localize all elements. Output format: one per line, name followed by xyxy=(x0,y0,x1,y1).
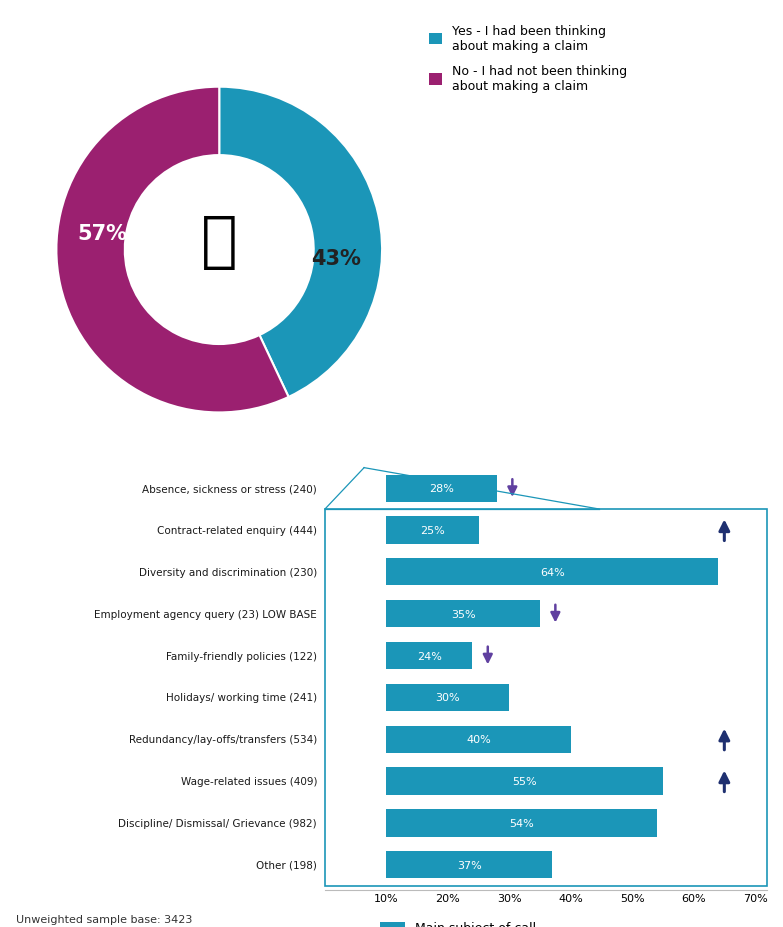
Text: Diversity and discrimination (230): Diversity and discrimination (230) xyxy=(139,567,317,578)
Text: Redundancy/lay-offs/transfers (534): Redundancy/lay-offs/transfers (534) xyxy=(129,734,317,744)
Bar xyxy=(386,516,478,544)
Legend: Main subject of call: Main subject of call xyxy=(374,916,541,927)
Text: Discipline/ Dismissal/ Grievance (982): Discipline/ Dismissal/ Grievance (982) xyxy=(118,818,317,828)
Bar xyxy=(386,601,540,628)
Bar xyxy=(386,851,552,879)
Text: 28%: 28% xyxy=(429,484,454,493)
Text: 64%: 64% xyxy=(540,567,565,578)
Text: 55%: 55% xyxy=(512,776,537,786)
Legend: Yes - I had been thinking
about making a claim, No - I had not been thinking
abo: Yes - I had been thinking about making a… xyxy=(429,25,626,94)
Bar xyxy=(386,809,657,836)
Text: Unweighted sample base: 3423: Unweighted sample base: 3423 xyxy=(16,914,192,924)
Text: Employment agency query (23) LOW BASE: Employment agency query (23) LOW BASE xyxy=(95,609,317,619)
Bar xyxy=(386,642,472,669)
Text: 35%: 35% xyxy=(451,609,475,619)
Text: 25%: 25% xyxy=(420,526,445,536)
Wedge shape xyxy=(56,88,289,413)
Text: Family-friendly policies (122): Family-friendly policies (122) xyxy=(166,651,317,661)
Text: 43%: 43% xyxy=(312,248,362,269)
Text: 30%: 30% xyxy=(435,692,460,703)
Text: Contract-related enquiry (444): Contract-related enquiry (444) xyxy=(157,526,317,536)
Text: 37%: 37% xyxy=(457,860,482,870)
Text: 57%: 57% xyxy=(77,224,127,244)
Text: Holidays/ working time (241): Holidays/ working time (241) xyxy=(166,692,317,703)
Text: Other (198): Other (198) xyxy=(256,860,317,870)
Bar xyxy=(386,475,497,502)
Bar xyxy=(386,684,509,711)
Text: Wage-related issues (409): Wage-related issues (409) xyxy=(181,776,317,786)
Bar xyxy=(386,559,718,586)
Text: 40%: 40% xyxy=(466,734,491,744)
Text: 24%: 24% xyxy=(417,651,442,661)
Wedge shape xyxy=(219,88,382,398)
Text: 🔨: 🔨 xyxy=(201,212,237,272)
Text: 54%: 54% xyxy=(509,818,534,828)
Text: Absence, sickness or stress (240): Absence, sickness or stress (240) xyxy=(143,484,317,493)
Bar xyxy=(386,768,663,794)
Bar xyxy=(386,726,571,753)
